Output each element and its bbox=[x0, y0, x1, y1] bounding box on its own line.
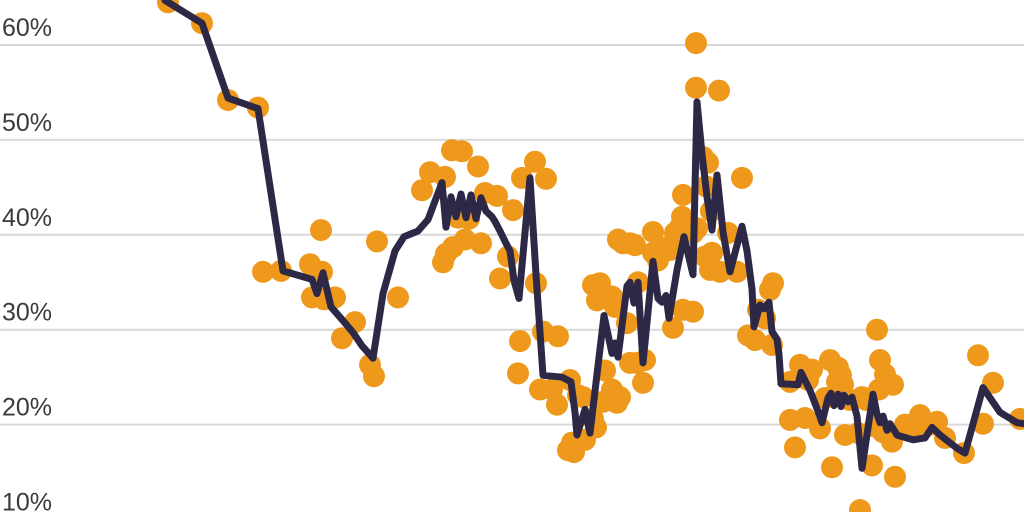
poll-dot bbox=[310, 219, 332, 242]
poll-dot bbox=[624, 234, 646, 257]
poll-dot bbox=[632, 371, 654, 394]
y-axis-tick-label: 20% bbox=[2, 394, 52, 422]
poll-dot bbox=[411, 179, 433, 202]
poll-dot bbox=[659, 239, 681, 261]
poll-dot bbox=[682, 300, 704, 323]
poll-dot bbox=[387, 286, 409, 309]
poll-dot bbox=[671, 205, 693, 228]
poll-dot bbox=[502, 199, 524, 222]
poll-dot bbox=[708, 79, 730, 102]
poll-dot bbox=[821, 456, 843, 479]
poll-dot bbox=[546, 393, 568, 416]
poll-dot bbox=[685, 32, 707, 55]
poll-dot bbox=[451, 140, 473, 163]
trend-line-path bbox=[161, 0, 1024, 472]
poll-dot bbox=[535, 167, 557, 190]
poll-dot bbox=[509, 330, 531, 353]
gridlines-layer bbox=[0, 44, 1024, 426]
poll-dot bbox=[662, 316, 684, 339]
poll-dot bbox=[762, 272, 784, 295]
poll-dot bbox=[784, 436, 806, 459]
poll-dot bbox=[701, 241, 723, 264]
y-axis-tick-label: 40% bbox=[2, 204, 52, 232]
poll-dot bbox=[967, 344, 989, 367]
poll-dot bbox=[685, 76, 707, 99]
poll-dot bbox=[572, 386, 594, 409]
y-axis-tick-label: 50% bbox=[2, 109, 52, 137]
poll-dot bbox=[331, 327, 353, 350]
trend-line-layer bbox=[161, 0, 1024, 472]
poll-dot bbox=[731, 166, 753, 189]
poll-dot bbox=[507, 362, 529, 385]
poll-dot bbox=[882, 373, 904, 396]
poll-dot bbox=[884, 465, 906, 488]
poll-dot bbox=[366, 230, 388, 253]
y-axis-tick-label: 30% bbox=[2, 299, 52, 327]
poll-dot bbox=[642, 221, 664, 243]
poll-dot bbox=[489, 267, 511, 290]
poll-dot bbox=[547, 325, 569, 348]
poll-dot bbox=[467, 155, 489, 178]
poll-dot bbox=[486, 184, 508, 207]
poll-dot bbox=[363, 365, 385, 388]
poll-dot bbox=[524, 150, 546, 173]
poll-dot bbox=[470, 232, 492, 255]
poll-dot bbox=[252, 260, 274, 283]
poll-dot bbox=[672, 183, 694, 206]
poll-dot bbox=[609, 386, 631, 409]
y-axis-tick-label: 60% bbox=[2, 14, 52, 42]
y-axis-tick-label: 10% bbox=[2, 489, 52, 512]
poll-dot bbox=[849, 499, 871, 512]
poll-dot bbox=[866, 318, 888, 341]
poll-dot bbox=[744, 329, 766, 352]
y-axis-labels-layer: 60% 50% 40% 30% 20% 10% bbox=[2, 14, 52, 512]
poll-dot bbox=[801, 358, 823, 381]
